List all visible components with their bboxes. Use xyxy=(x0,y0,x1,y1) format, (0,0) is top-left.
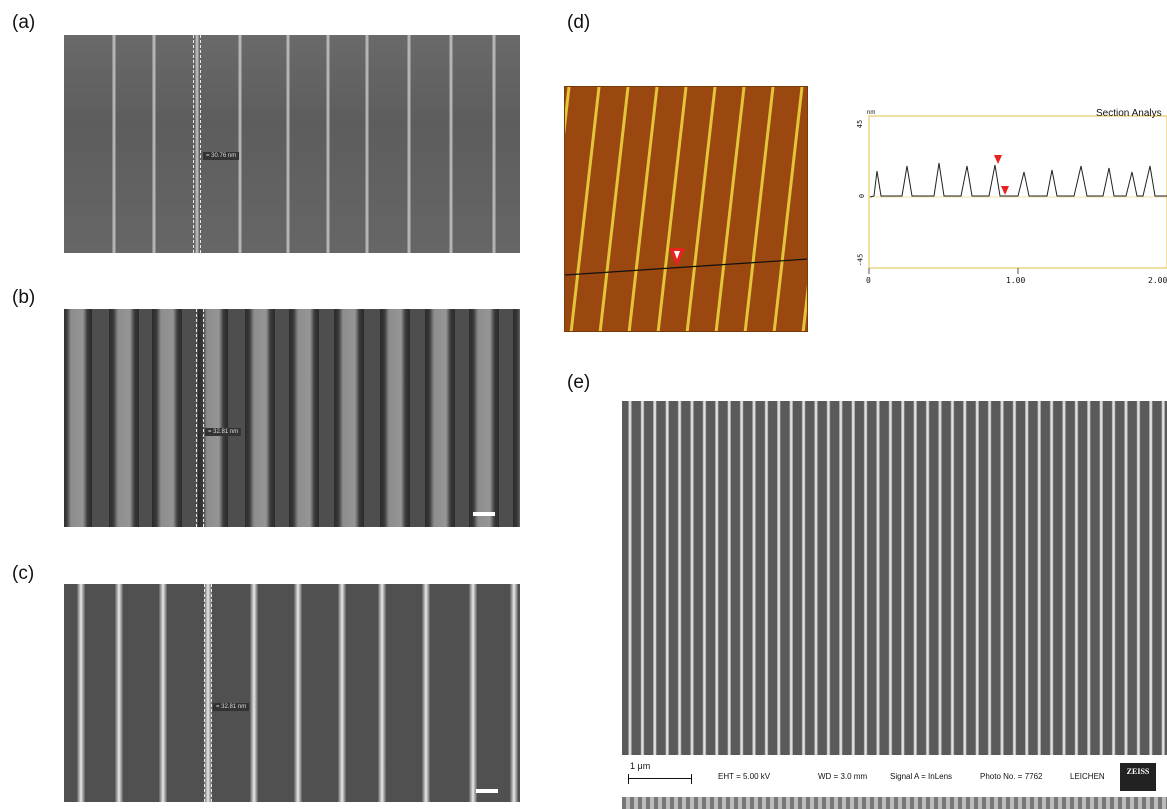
panel-a-label: (a) xyxy=(12,12,36,33)
measurement-label: = 30.76 nm xyxy=(203,152,240,160)
sem-image-a: = 30.76 nm xyxy=(64,35,520,253)
afm-lines xyxy=(565,87,807,331)
panel-c-label: (c) xyxy=(12,563,35,584)
measurement-guides xyxy=(196,309,204,527)
y-tick: 45 xyxy=(856,119,865,129)
x-tick: 1.00 xyxy=(1006,276,1026,285)
measurement-label: = 32.81 nm xyxy=(213,703,250,711)
scale-bar xyxy=(476,789,498,793)
section-profile-plot[interactable]: nm Section Analys 45 0 -45 0 1.00 2.00 xyxy=(846,104,1167,294)
unit-label: nm xyxy=(867,110,876,116)
scale-bar xyxy=(473,512,495,516)
measurement-label: = 32.81 nm xyxy=(205,428,242,436)
panel-d-label: (d) xyxy=(567,12,591,33)
y-tick: 0 xyxy=(858,193,867,199)
x-tick: 2.00 xyxy=(1148,276,1167,285)
sem-image-e xyxy=(622,401,1167,809)
measurement-guides xyxy=(193,35,201,253)
marker-top-icon xyxy=(994,155,1002,164)
x-tick: 0 xyxy=(866,276,871,285)
y-tick: -45 xyxy=(856,253,865,267)
marker-bottom-icon xyxy=(1001,186,1009,195)
afm-image xyxy=(564,86,808,332)
grating-pattern xyxy=(622,401,1167,756)
sem-image-c: = 32.81 nm xyxy=(64,584,520,802)
panel-e-label: (e) xyxy=(567,372,591,393)
section-line xyxy=(565,258,807,276)
panel-b-label: (b) xyxy=(12,287,36,308)
profile-title: Section Analys xyxy=(1096,108,1162,119)
sem-image-b: = 32.81 nm xyxy=(64,309,520,527)
measurement-guides xyxy=(204,584,212,802)
